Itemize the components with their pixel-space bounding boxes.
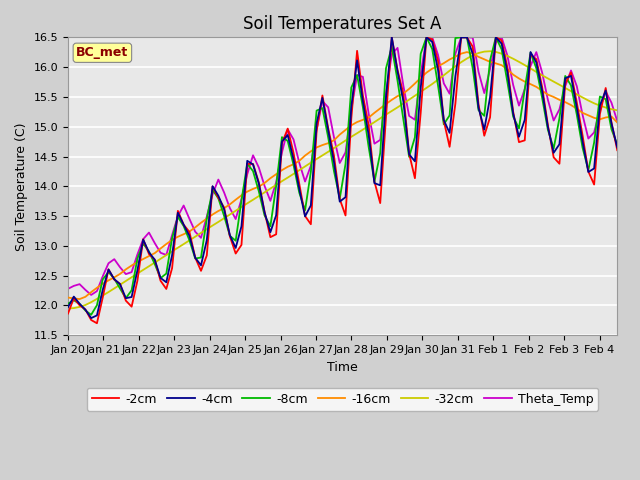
-8cm xyxy=(307,169,315,175)
-2cm xyxy=(348,116,355,121)
-2cm xyxy=(365,122,372,128)
-8cm xyxy=(365,144,372,150)
-2cm xyxy=(64,311,72,316)
-16cm xyxy=(64,295,72,300)
Line: -32cm: -32cm xyxy=(68,51,617,309)
-4cm xyxy=(87,315,95,321)
-2cm xyxy=(145,251,153,257)
Title: Soil Temperatures Set A: Soil Temperatures Set A xyxy=(243,15,442,33)
Theta_Temp xyxy=(64,286,72,292)
-32cm xyxy=(301,164,309,169)
-8cm xyxy=(348,84,355,90)
Line: -16cm: -16cm xyxy=(68,52,617,299)
-32cm xyxy=(64,306,72,312)
-2cm xyxy=(226,234,234,240)
-8cm xyxy=(579,145,586,151)
-32cm xyxy=(220,216,228,221)
-2cm xyxy=(307,221,315,227)
-4cm xyxy=(388,35,396,40)
-8cm xyxy=(145,249,153,254)
-4cm xyxy=(64,304,72,310)
Line: -8cm: -8cm xyxy=(68,37,617,315)
Y-axis label: Soil Temperature (C): Soil Temperature (C) xyxy=(15,122,28,251)
X-axis label: Time: Time xyxy=(327,360,358,373)
-16cm xyxy=(463,49,471,55)
-32cm xyxy=(342,138,349,144)
-4cm xyxy=(226,232,234,238)
-2cm xyxy=(93,320,100,326)
-2cm xyxy=(579,132,586,138)
-32cm xyxy=(140,267,147,273)
-32cm xyxy=(573,92,580,97)
-16cm xyxy=(307,148,315,154)
Line: -4cm: -4cm xyxy=(68,37,617,318)
Theta_Temp xyxy=(348,107,355,112)
-32cm xyxy=(359,127,367,132)
Theta_Temp xyxy=(145,229,153,235)
-16cm xyxy=(145,253,153,259)
-32cm xyxy=(613,108,621,113)
-8cm xyxy=(226,233,234,239)
-16cm xyxy=(226,202,234,207)
-2cm xyxy=(388,35,396,40)
Theta_Temp xyxy=(579,112,586,118)
-4cm xyxy=(348,104,355,110)
-4cm xyxy=(365,132,372,138)
Text: BC_met: BC_met xyxy=(76,46,129,59)
-4cm xyxy=(613,144,621,150)
-16cm xyxy=(76,296,83,302)
-8cm xyxy=(422,35,430,40)
-4cm xyxy=(145,250,153,255)
-8cm xyxy=(64,301,72,307)
-16cm xyxy=(613,120,621,125)
Line: -2cm: -2cm xyxy=(68,37,617,323)
-8cm xyxy=(613,142,621,147)
-4cm xyxy=(579,139,586,144)
Theta_Temp xyxy=(613,118,621,124)
Theta_Temp xyxy=(422,35,430,40)
-4cm xyxy=(307,203,315,208)
-32cm xyxy=(486,48,494,54)
-16cm xyxy=(348,122,355,128)
-16cm xyxy=(579,110,586,116)
-16cm xyxy=(365,115,372,120)
Legend: -2cm, -4cm, -8cm, -16cm, -32cm, Theta_Temp: -2cm, -4cm, -8cm, -16cm, -32cm, Theta_Te… xyxy=(87,388,598,411)
Theta_Temp xyxy=(87,292,95,298)
Theta_Temp xyxy=(307,163,315,168)
-2cm xyxy=(613,147,621,153)
Theta_Temp xyxy=(365,111,372,117)
Theta_Temp xyxy=(226,205,234,211)
-8cm xyxy=(87,312,95,318)
Line: Theta_Temp: Theta_Temp xyxy=(68,37,617,295)
